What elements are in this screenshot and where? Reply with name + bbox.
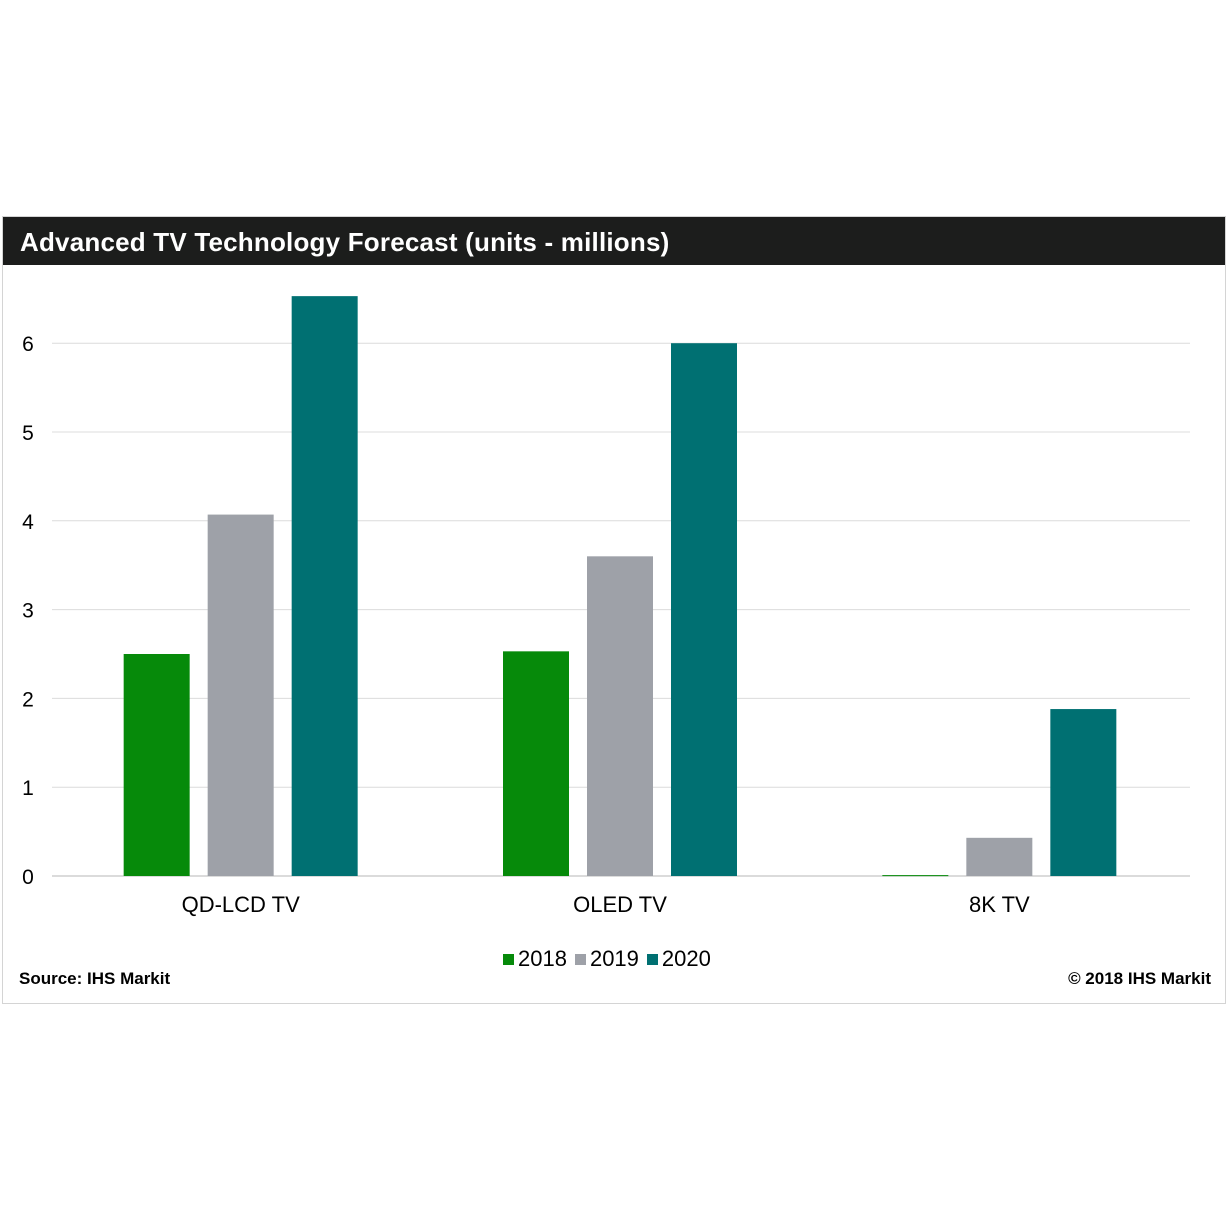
- x-category-label: QD-LCD TV: [182, 892, 300, 917]
- bar-8k-tv-2020: [1050, 709, 1117, 876]
- y-tick-label-5: 5: [22, 422, 34, 445]
- legend-item-2020: 2020: [646, 946, 711, 972]
- title-bar: Advanced TV Technology Forecast (units -…: [3, 217, 1225, 265]
- bar-qd-lcd-tv-2019: [207, 514, 274, 876]
- bar-qd-lcd-tv-2020: [291, 296, 358, 876]
- y-tick-label-3: 3: [22, 600, 34, 623]
- x-axis-categories: QD-LCD TV OLED TV 8K TV: [182, 892, 1030, 917]
- legend-label-2018: 2018: [518, 946, 567, 971]
- x-category-label: 8K TV: [969, 892, 1030, 917]
- bar-oled-tv-2019: [587, 556, 653, 876]
- legend-item-2019: 2019: [574, 946, 639, 972]
- source-note: Source: IHS Markit: [19, 969, 170, 989]
- legend-swatch-2020: [646, 953, 658, 965]
- x-category-label: OLED TV: [573, 892, 667, 917]
- bar-qd-lcd-tv-2018: [123, 654, 190, 876]
- y-axis-ticks: 0 1 2 3 4 5 6: [22, 333, 34, 889]
- legend-swatch-2019: [574, 953, 586, 965]
- legend-label-2020: 2020: [661, 946, 711, 971]
- y-tick-label-4: 4: [22, 511, 34, 534]
- legend-item-2018: 2018: [503, 946, 567, 972]
- source-text: Source: IHS Markit: [19, 969, 171, 988]
- legend: 2018 2019 2020: [503, 946, 711, 972]
- y-tick-label-2: 2: [22, 688, 34, 711]
- bar-8k-tv-2019: [966, 837, 1033, 876]
- bars: [123, 296, 1117, 877]
- y-tick-label-0: 0: [22, 866, 34, 889]
- legend-swatch-2018: [503, 953, 514, 965]
- copyright-note: © 2018 IHS Markit: [1068, 969, 1211, 988]
- y-tick-label-6: 6: [22, 333, 34, 356]
- bar-oled-tv-2018: [503, 651, 569, 876]
- bar-8k-tv-2018: [882, 875, 949, 877]
- y-tick-label-1: 1: [22, 777, 34, 800]
- legend-label-2019: 2019: [589, 946, 639, 971]
- chart-title: Advanced TV Technology Forecast (units -…: [20, 227, 670, 257]
- bar-oled-tv-2020: [671, 343, 737, 876]
